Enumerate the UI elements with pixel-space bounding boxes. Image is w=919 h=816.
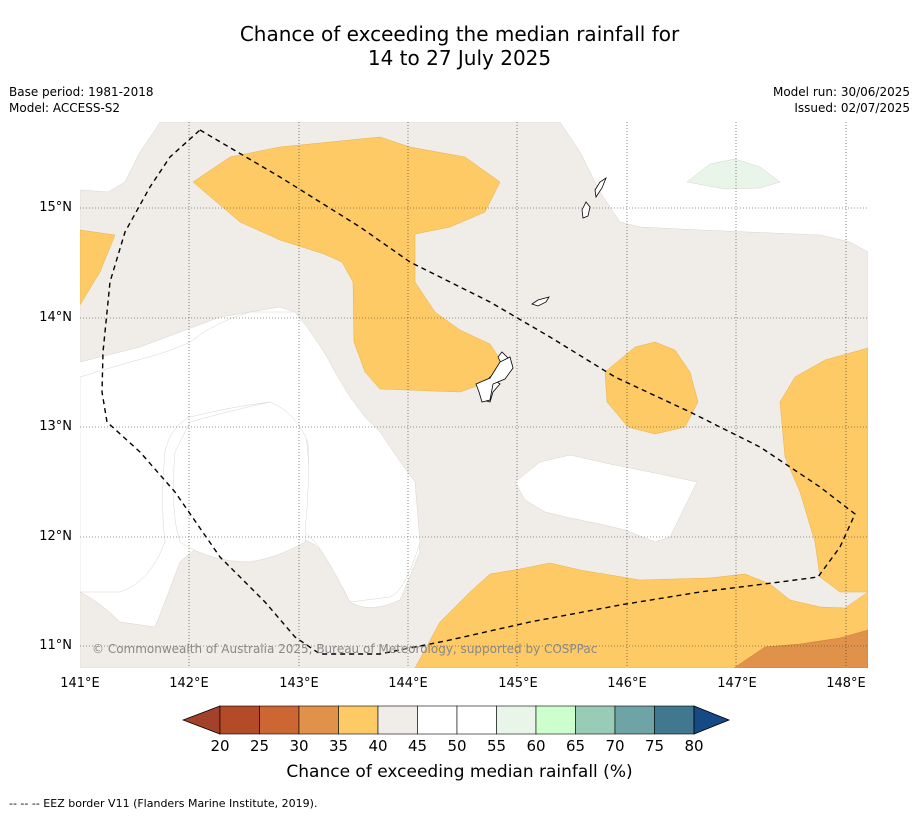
lon-label-143e: 143°E: [279, 676, 319, 691]
rainfall-map: [80, 122, 868, 668]
map-title: Chance of exceeding the median rainfall …: [0, 22, 919, 70]
lon-label-142e: 142°E: [169, 676, 209, 691]
lon-label-148e: 148°E: [826, 676, 866, 691]
island-rota: [531, 296, 550, 307]
colorbar-segment: [654, 705, 695, 735]
meta-left: Base period: 1981-2018 Model: ACCESS-S2: [9, 84, 154, 116]
lat-label-11n: 11°N: [39, 638, 72, 653]
colorbar-tick-label: 30: [289, 737, 309, 755]
region-45-55-left: [80, 311, 421, 603]
colorbar-segment: [219, 705, 260, 735]
lat-label-14n: 14°N: [39, 310, 72, 325]
colorbar-segment: [338, 705, 379, 735]
colorbar-tick-label: 25: [249, 737, 270, 755]
lat-label-15n: 15°N: [39, 200, 72, 215]
title-line-2: 14 to 27 July 2025: [367, 46, 552, 70]
colorbar-tick-label: 65: [565, 737, 586, 755]
colorbar-tick-label: 75: [644, 737, 665, 755]
colorbar-tick-label: 40: [368, 737, 388, 755]
eez-border: [101, 129, 856, 655]
colorbar-tick-label: 70: [605, 737, 625, 755]
colorbar-segment: [535, 705, 576, 735]
region-45-55-center: [514, 454, 698, 543]
meta-right: Model run: 30/06/2025 Issued: 02/07/2025: [773, 84, 910, 116]
colorbar-label: Chance of exceeding median rainfall (%): [286, 762, 633, 782]
island-anatahan: [581, 201, 591, 219]
colorbar-tick-label: 60: [526, 737, 546, 755]
region-55-60: [686, 158, 781, 190]
title-line-1: Chance of exceeding the median rainfall …: [239, 22, 680, 46]
region-35-40-north: [192, 136, 506, 393]
colorbar-segment: [298, 705, 339, 735]
colorbar-tick-label: 45: [407, 737, 428, 755]
region-35-40-west: [80, 229, 116, 306]
island-saipan: [594, 176, 607, 199]
base-period: Base period: 1981-2018: [9, 85, 154, 99]
lat-label-12n: 12°N: [39, 529, 72, 544]
lon-label-147e: 147°E: [717, 676, 757, 691]
lon-label-141e: 141°E: [60, 676, 100, 691]
colorbar-segment: [575, 705, 616, 735]
grid-lines: [80, 122, 868, 668]
region-30-35: [733, 629, 868, 668]
colorbar-tick-label: 50: [447, 737, 467, 755]
eez-legend: -- -- -- EEZ border V11 (Flanders Marine…: [9, 797, 318, 810]
colorbar-tick-label: 80: [684, 737, 704, 755]
colorbar-arrow-high: [693, 705, 731, 735]
island-main: [475, 356, 514, 403]
colorbar-tick-label: 20: [210, 737, 230, 755]
colorbar-segment: [417, 705, 458, 735]
lon-label-145e: 145°E: [498, 676, 538, 691]
colorbar: [182, 705, 731, 735]
colorbar-segment: [614, 705, 655, 735]
region-45-55-pocket: [173, 400, 311, 563]
colorbar-arrow-low: [182, 705, 221, 735]
model-name: Model: ACCESS-S2: [9, 101, 121, 115]
model-run: Model run: 30/06/2025: [772, 85, 910, 99]
issued-date: Issued: 02/07/2025: [794, 101, 910, 115]
lon-label-144e: 144°E: [388, 676, 428, 691]
islands: [475, 176, 607, 403]
colorbar-segment: [456, 705, 497, 735]
copyright-note: © Commonwealth of Australia 2025, Bureau…: [92, 642, 598, 656]
lat-label-13n: 13°N: [39, 419, 72, 434]
colorbar-tick-label: 55: [486, 737, 507, 755]
region-35-40-east: [604, 341, 699, 435]
lon-label-146e: 146°E: [607, 676, 647, 691]
colorbar-segment: [377, 705, 418, 735]
region-35-40-south: [414, 562, 868, 668]
colorbar-tick-label: 35: [328, 737, 349, 755]
colorbar-segment: [496, 705, 537, 735]
colorbar-segment: [259, 705, 300, 735]
